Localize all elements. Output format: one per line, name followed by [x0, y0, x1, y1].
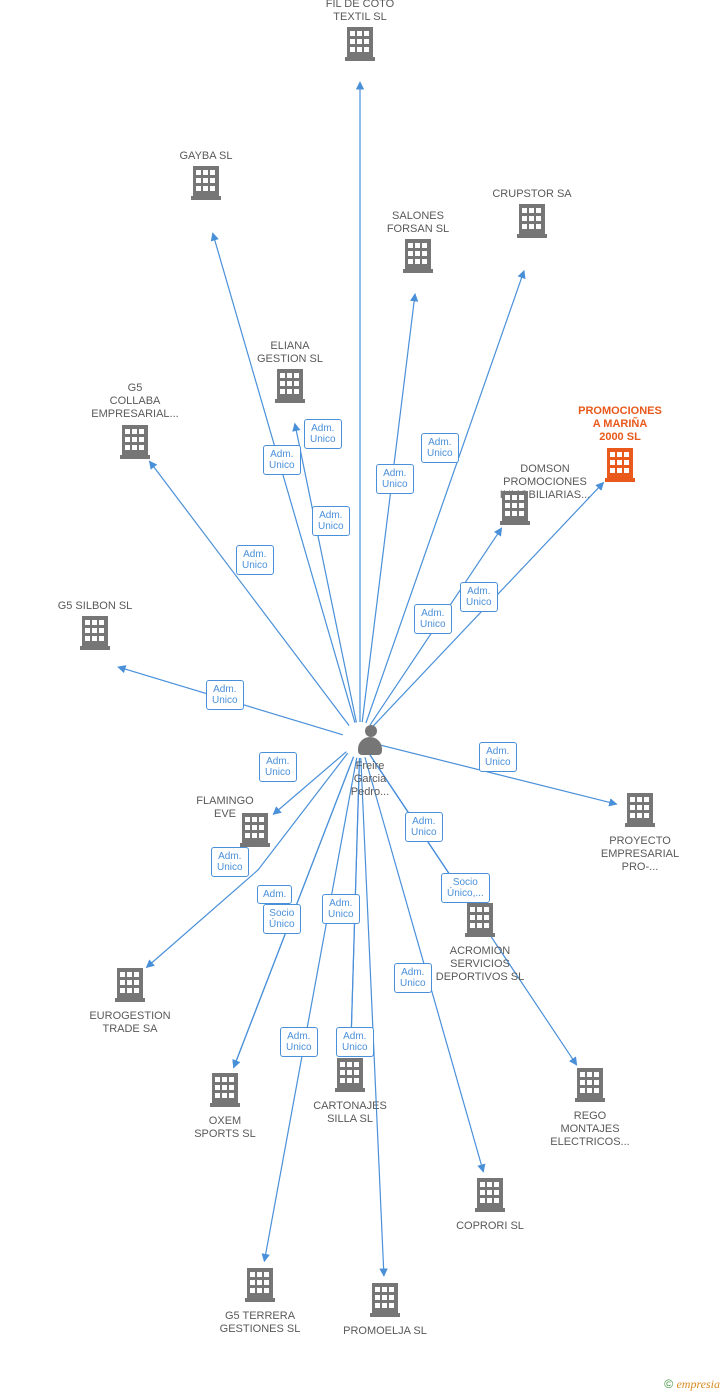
edge-label: Adm.Unico — [312, 506, 350, 536]
company-node-crupstor[interactable]: CRUPSTOR SA — [467, 188, 597, 243]
edge-label: SocioÚnico — [263, 904, 301, 934]
edge-label: Adm.Unico — [414, 604, 452, 634]
company-node-salones[interactable]: SALONES FORSAN SL — [353, 210, 483, 278]
node-label: ACROMION SERVICIOS DEPORTIVOS SL — [415, 945, 545, 985]
edge-label: Adm.Unico — [479, 742, 517, 772]
building-icon — [115, 968, 145, 1002]
building-icon — [605, 448, 635, 482]
node-label: PROMOELJA SL — [320, 1325, 450, 1338]
company-node-domson[interactable] — [450, 491, 580, 530]
company-node-coprori[interactable]: COPRORI SL — [425, 1178, 555, 1233]
edge-label: Adm.Unico — [322, 894, 360, 924]
edge-label: SocioÚnico,... — [441, 873, 490, 903]
node-label: CRUPSTOR SA — [467, 188, 597, 201]
edge-label: Adm.Unico — [394, 963, 432, 993]
building-icon — [625, 793, 655, 827]
building-icon — [191, 166, 221, 200]
company-node-gayba[interactable]: GAYBA SL — [141, 150, 271, 205]
node-label: COPRORI SL — [425, 1220, 555, 1233]
node-label: FIL DE COTO TEXTIL SL — [295, 0, 425, 24]
edge-label: Adm.Unico — [280, 1027, 318, 1057]
center-person-node[interactable]: Freire Garcia Pedro... — [340, 725, 400, 800]
edge-label: Adm.Unico — [405, 812, 443, 842]
company-node-eurogestion[interactable]: EUROGESTION TRADE SA — [65, 968, 195, 1036]
company-node-proyecto[interactable]: PROYECTO EMPRESARIAL PRO-... — [575, 793, 705, 875]
edge — [213, 233, 355, 723]
building-icon — [245, 1268, 275, 1302]
company-node-g5collaba[interactable]: G5 COLLABA EMPRESARIAL... — [70, 382, 200, 464]
node-label: ELIANA GESTION SL — [225, 340, 355, 366]
edge-label: Adm.Unico — [206, 680, 244, 710]
node-label: SALONES FORSAN SL — [353, 210, 483, 236]
node-label: G5 SILBON SL — [30, 600, 160, 613]
node-label: OXEM SPORTS SL — [160, 1115, 290, 1141]
node-label: PROYECTO EMPRESARIAL PRO-... — [575, 835, 705, 875]
company-node-g5silbon[interactable]: G5 SILBON SL — [30, 600, 160, 655]
company-node-cartonajes[interactable]: CARTONAJES SILLA SL — [285, 1058, 415, 1126]
copyright-symbol: © — [664, 1377, 673, 1391]
footer: © empresia — [664, 1377, 720, 1392]
building-icon — [80, 616, 110, 650]
building-icon — [475, 1178, 505, 1212]
node-label: G5 TERRERA GESTIONES SL — [195, 1310, 325, 1336]
company-node-oxem[interactable]: OXEM SPORTS SL — [160, 1073, 290, 1141]
company-node-rego[interactable]: REGO MONTAJES ELECTRICOS... — [525, 1068, 655, 1150]
company-node-eliana[interactable]: ELIANA GESTION SL — [225, 340, 355, 408]
edge-label: Adm.Unico — [336, 1027, 374, 1057]
edge-label: Adm.Unico — [236, 545, 274, 575]
edge-label: Adm.Unico — [263, 445, 301, 475]
node-label: PROMOCIONES A MARIÑA 2000 SL — [555, 405, 685, 445]
building-icon — [240, 813, 270, 847]
building-icon — [500, 491, 530, 525]
company-node-flamingo[interactable] — [190, 813, 320, 852]
edge — [295, 424, 357, 723]
edge-label: Adm.Unico — [259, 752, 297, 782]
edge-label: Adm.Unico — [421, 433, 459, 463]
node-label: REGO MONTAJES ELECTRICOS... — [525, 1110, 655, 1150]
building-icon — [370, 1283, 400, 1317]
company-node-promociones[interactable]: PROMOCIONES A MARIÑA 2000 SL — [555, 405, 685, 487]
edge-label: Adm.Unico — [211, 847, 249, 877]
building-icon — [465, 903, 495, 937]
company-node-g5terrera[interactable]: G5 TERRERA GESTIONES SL — [195, 1268, 325, 1336]
node-label: EUROGESTION TRADE SA — [65, 1010, 195, 1036]
person-icon — [356, 725, 384, 755]
edge-label: Adm. — [257, 885, 292, 904]
building-icon — [275, 369, 305, 403]
building-icon — [120, 425, 150, 459]
node-label: CARTONAJES SILLA SL — [285, 1100, 415, 1126]
edge-label: Adm.Unico — [460, 582, 498, 612]
node-label: G5 COLLABA EMPRESARIAL... — [70, 382, 200, 422]
building-icon — [517, 204, 547, 238]
edge-label: Adm.Unico — [304, 419, 342, 449]
edge-label: Adm.Unico — [376, 464, 414, 494]
building-icon — [575, 1068, 605, 1102]
company-node-fildecoto[interactable]: FIL DE COTO TEXTIL SL — [295, 0, 425, 66]
building-icon — [345, 27, 375, 61]
brand-name: empresia — [676, 1377, 720, 1391]
building-icon — [403, 239, 433, 273]
company-node-promoelja[interactable]: PROMOELJA SL — [320, 1283, 450, 1338]
building-icon — [335, 1058, 365, 1092]
edge — [361, 758, 384, 1276]
node-label: GAYBA SL — [141, 150, 271, 163]
company-node-acromion[interactable]: ACROMION SERVICIOS DEPORTIVOS SL — [415, 903, 545, 985]
center-label: Freire Garcia Pedro... — [340, 760, 400, 800]
building-icon — [210, 1073, 240, 1107]
